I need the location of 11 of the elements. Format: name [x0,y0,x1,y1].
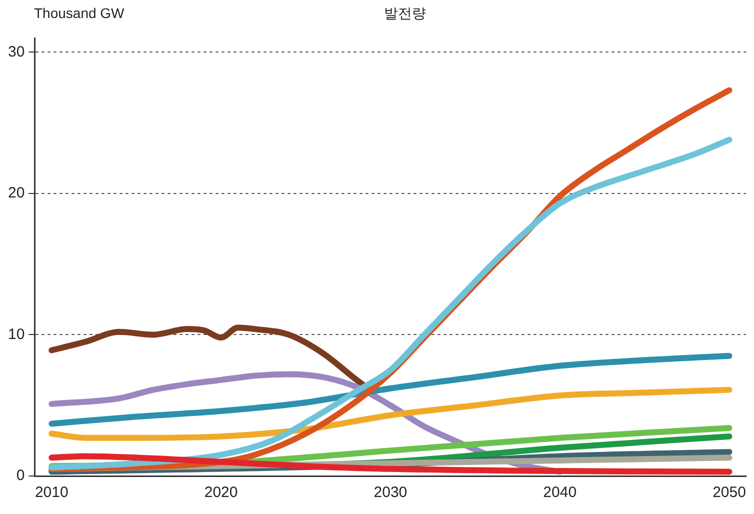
y-tick-label: 0 [16,467,25,484]
x-tick-label: 2030 [374,484,408,502]
y-axis-title: Thousand GW [34,4,126,21]
y-tick-label: 20 [8,184,25,202]
y-tick-label: 10 [8,326,25,343]
x-tick-label: 2040 [543,484,577,502]
x-tick-label: 2010 [34,484,68,502]
x-tick-label: 2050 [712,484,746,502]
chart-title: 발전량 [384,4,426,21]
y-tick-label: 30 [8,43,25,60]
x-tick-label: 2020 [204,484,238,502]
